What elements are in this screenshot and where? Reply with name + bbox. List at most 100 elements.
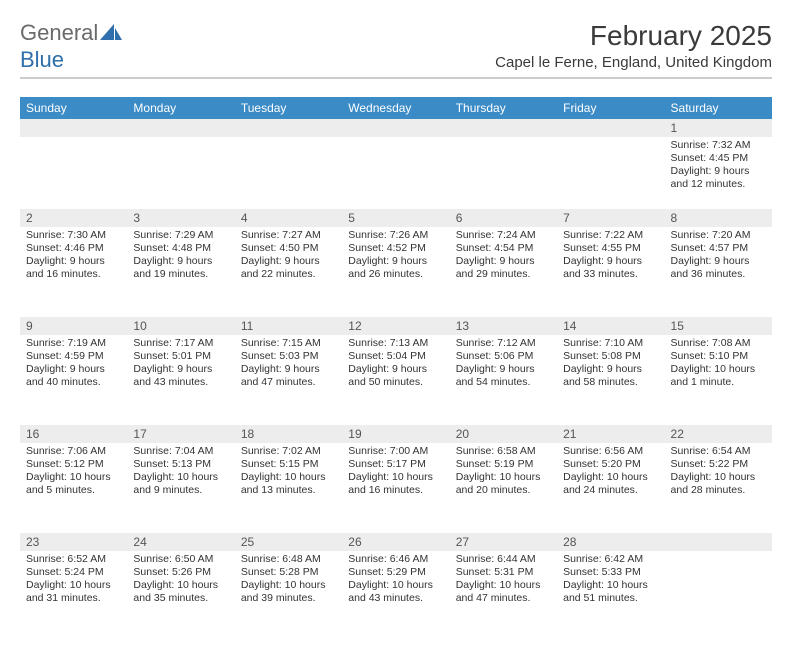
day-number-cell — [665, 533, 772, 551]
sunrise-text: Sunrise: 7:20 AM — [671, 229, 768, 242]
day-body: Sunrise: 7:20 AMSunset: 4:57 PMDaylight:… — [665, 227, 772, 286]
day-cell: Sunrise: 7:26 AMSunset: 4:52 PMDaylight:… — [342, 227, 449, 317]
sunset-text: Sunset: 5:19 PM — [456, 458, 553, 471]
day-cell — [342, 137, 449, 209]
sunrise-text: Sunrise: 7:22 AM — [563, 229, 660, 242]
sunset-text: Sunset: 5:29 PM — [348, 566, 445, 579]
daylight-text: Daylight: 9 hours and 36 minutes. — [671, 255, 768, 281]
sunrise-text: Sunrise: 6:54 AM — [671, 445, 768, 458]
day-cell — [450, 137, 557, 209]
day-number-cell: 28 — [557, 533, 664, 551]
daylight-text: Daylight: 10 hours and 47 minutes. — [456, 579, 553, 605]
week-body-row: Sunrise: 7:06 AMSunset: 5:12 PMDaylight:… — [20, 443, 772, 533]
daylight-text: Daylight: 9 hours and 40 minutes. — [26, 363, 123, 389]
sunrise-text: Sunrise: 6:50 AM — [133, 553, 230, 566]
sunset-text: Sunset: 4:55 PM — [563, 242, 660, 255]
title-block: February 2025 Capel le Ferne, England, U… — [495, 20, 772, 71]
sunrise-text: Sunrise: 7:29 AM — [133, 229, 230, 242]
day-number-cell: 13 — [450, 317, 557, 335]
sunset-text: Sunset: 5:15 PM — [241, 458, 338, 471]
sunrise-text: Sunrise: 7:06 AM — [26, 445, 123, 458]
day-number-cell: 25 — [235, 533, 342, 551]
sunrise-text: Sunrise: 7:02 AM — [241, 445, 338, 458]
day-body: Sunrise: 7:00 AMSunset: 5:17 PMDaylight:… — [342, 443, 449, 502]
daylight-text: Daylight: 10 hours and 1 minute. — [671, 363, 768, 389]
sunset-text: Sunset: 5:17 PM — [348, 458, 445, 471]
day-body: Sunrise: 6:44 AMSunset: 5:31 PMDaylight:… — [450, 551, 557, 610]
day-cell: Sunrise: 7:19 AMSunset: 4:59 PMDaylight:… — [20, 335, 127, 425]
day-body: Sunrise: 7:12 AMSunset: 5:06 PMDaylight:… — [450, 335, 557, 394]
sunrise-text: Sunrise: 7:30 AM — [26, 229, 123, 242]
day-number-cell: 27 — [450, 533, 557, 551]
sunrise-text: Sunrise: 7:08 AM — [671, 337, 768, 350]
day-cell: Sunrise: 7:00 AMSunset: 5:17 PMDaylight:… — [342, 443, 449, 533]
day-number-cell: 10 — [127, 317, 234, 335]
sunrise-text: Sunrise: 6:52 AM — [26, 553, 123, 566]
sunrise-text: Sunrise: 7:26 AM — [348, 229, 445, 242]
daylight-text: Daylight: 10 hours and 43 minutes. — [348, 579, 445, 605]
day-cell: Sunrise: 7:13 AMSunset: 5:04 PMDaylight:… — [342, 335, 449, 425]
day-number-cell: 23 — [20, 533, 127, 551]
day-number-cell: 1 — [665, 119, 772, 137]
day-number-cell: 12 — [342, 317, 449, 335]
daylight-text: Daylight: 9 hours and 58 minutes. — [563, 363, 660, 389]
sunset-text: Sunset: 5:06 PM — [456, 350, 553, 363]
day-body: Sunrise: 6:52 AMSunset: 5:24 PMDaylight:… — [20, 551, 127, 610]
day-body: Sunrise: 6:56 AMSunset: 5:20 PMDaylight:… — [557, 443, 664, 502]
daylight-text: Daylight: 10 hours and 5 minutes. — [26, 471, 123, 497]
sunrise-text: Sunrise: 7:17 AM — [133, 337, 230, 350]
week-body-row: Sunrise: 7:19 AMSunset: 4:59 PMDaylight:… — [20, 335, 772, 425]
sunset-text: Sunset: 4:59 PM — [26, 350, 123, 363]
week-body-row: Sunrise: 7:32 AMSunset: 4:45 PMDaylight:… — [20, 137, 772, 209]
day-number-cell: 26 — [342, 533, 449, 551]
sunset-text: Sunset: 4:48 PM — [133, 242, 230, 255]
daylight-text: Daylight: 10 hours and 35 minutes. — [133, 579, 230, 605]
weekday-header-row: Sunday Monday Tuesday Wednesday Thursday… — [20, 97, 772, 119]
sunrise-text: Sunrise: 7:00 AM — [348, 445, 445, 458]
sunset-text: Sunset: 5:01 PM — [133, 350, 230, 363]
day-body — [665, 551, 772, 557]
day-cell: Sunrise: 7:22 AMSunset: 4:55 PMDaylight:… — [557, 227, 664, 317]
daylight-text: Daylight: 10 hours and 13 minutes. — [241, 471, 338, 497]
week-daynum-row: 2345678 — [20, 209, 772, 227]
sunset-text: Sunset: 4:52 PM — [348, 242, 445, 255]
daylight-text: Daylight: 10 hours and 9 minutes. — [133, 471, 230, 497]
sunrise-text: Sunrise: 7:27 AM — [241, 229, 338, 242]
daylight-text: Daylight: 9 hours and 54 minutes. — [456, 363, 553, 389]
day-cell: Sunrise: 7:04 AMSunset: 5:13 PMDaylight:… — [127, 443, 234, 533]
day-number-cell: 3 — [127, 209, 234, 227]
day-cell: Sunrise: 7:06 AMSunset: 5:12 PMDaylight:… — [20, 443, 127, 533]
sunset-text: Sunset: 4:50 PM — [241, 242, 338, 255]
sunset-text: Sunset: 4:57 PM — [671, 242, 768, 255]
week-body-row: Sunrise: 7:30 AMSunset: 4:46 PMDaylight:… — [20, 227, 772, 317]
day-body: Sunrise: 6:48 AMSunset: 5:28 PMDaylight:… — [235, 551, 342, 610]
day-cell: Sunrise: 7:17 AMSunset: 5:01 PMDaylight:… — [127, 335, 234, 425]
sunrise-text: Sunrise: 6:42 AM — [563, 553, 660, 566]
daylight-text: Daylight: 10 hours and 28 minutes. — [671, 471, 768, 497]
sunrise-text: Sunrise: 7:13 AM — [348, 337, 445, 350]
day-number-cell: 20 — [450, 425, 557, 443]
day-cell — [235, 137, 342, 209]
day-body: Sunrise: 7:08 AMSunset: 5:10 PMDaylight:… — [665, 335, 772, 394]
sunrise-text: Sunrise: 6:46 AM — [348, 553, 445, 566]
week-body-row: Sunrise: 6:52 AMSunset: 5:24 PMDaylight:… — [20, 551, 772, 641]
day-number-cell: 19 — [342, 425, 449, 443]
sunrise-text: Sunrise: 7:32 AM — [671, 139, 768, 152]
daylight-text: Daylight: 9 hours and 29 minutes. — [456, 255, 553, 281]
week-daynum-row: 16171819202122 — [20, 425, 772, 443]
sunrise-text: Sunrise: 6:56 AM — [563, 445, 660, 458]
sunset-text: Sunset: 5:03 PM — [241, 350, 338, 363]
day-number-cell — [342, 119, 449, 137]
sunset-text: Sunset: 5:10 PM — [671, 350, 768, 363]
daylight-text: Daylight: 10 hours and 24 minutes. — [563, 471, 660, 497]
day-number-cell: 18 — [235, 425, 342, 443]
sunset-text: Sunset: 5:26 PM — [133, 566, 230, 579]
day-cell: Sunrise: 7:10 AMSunset: 5:08 PMDaylight:… — [557, 335, 664, 425]
day-number-cell: 4 — [235, 209, 342, 227]
daylight-text: Daylight: 9 hours and 12 minutes. — [671, 165, 768, 191]
sunset-text: Sunset: 5:22 PM — [671, 458, 768, 471]
calendar-table: Sunday Monday Tuesday Wednesday Thursday… — [20, 97, 772, 641]
week-daynum-row: 9101112131415 — [20, 317, 772, 335]
day-cell: Sunrise: 6:48 AMSunset: 5:28 PMDaylight:… — [235, 551, 342, 641]
day-body: Sunrise: 7:24 AMSunset: 4:54 PMDaylight:… — [450, 227, 557, 286]
